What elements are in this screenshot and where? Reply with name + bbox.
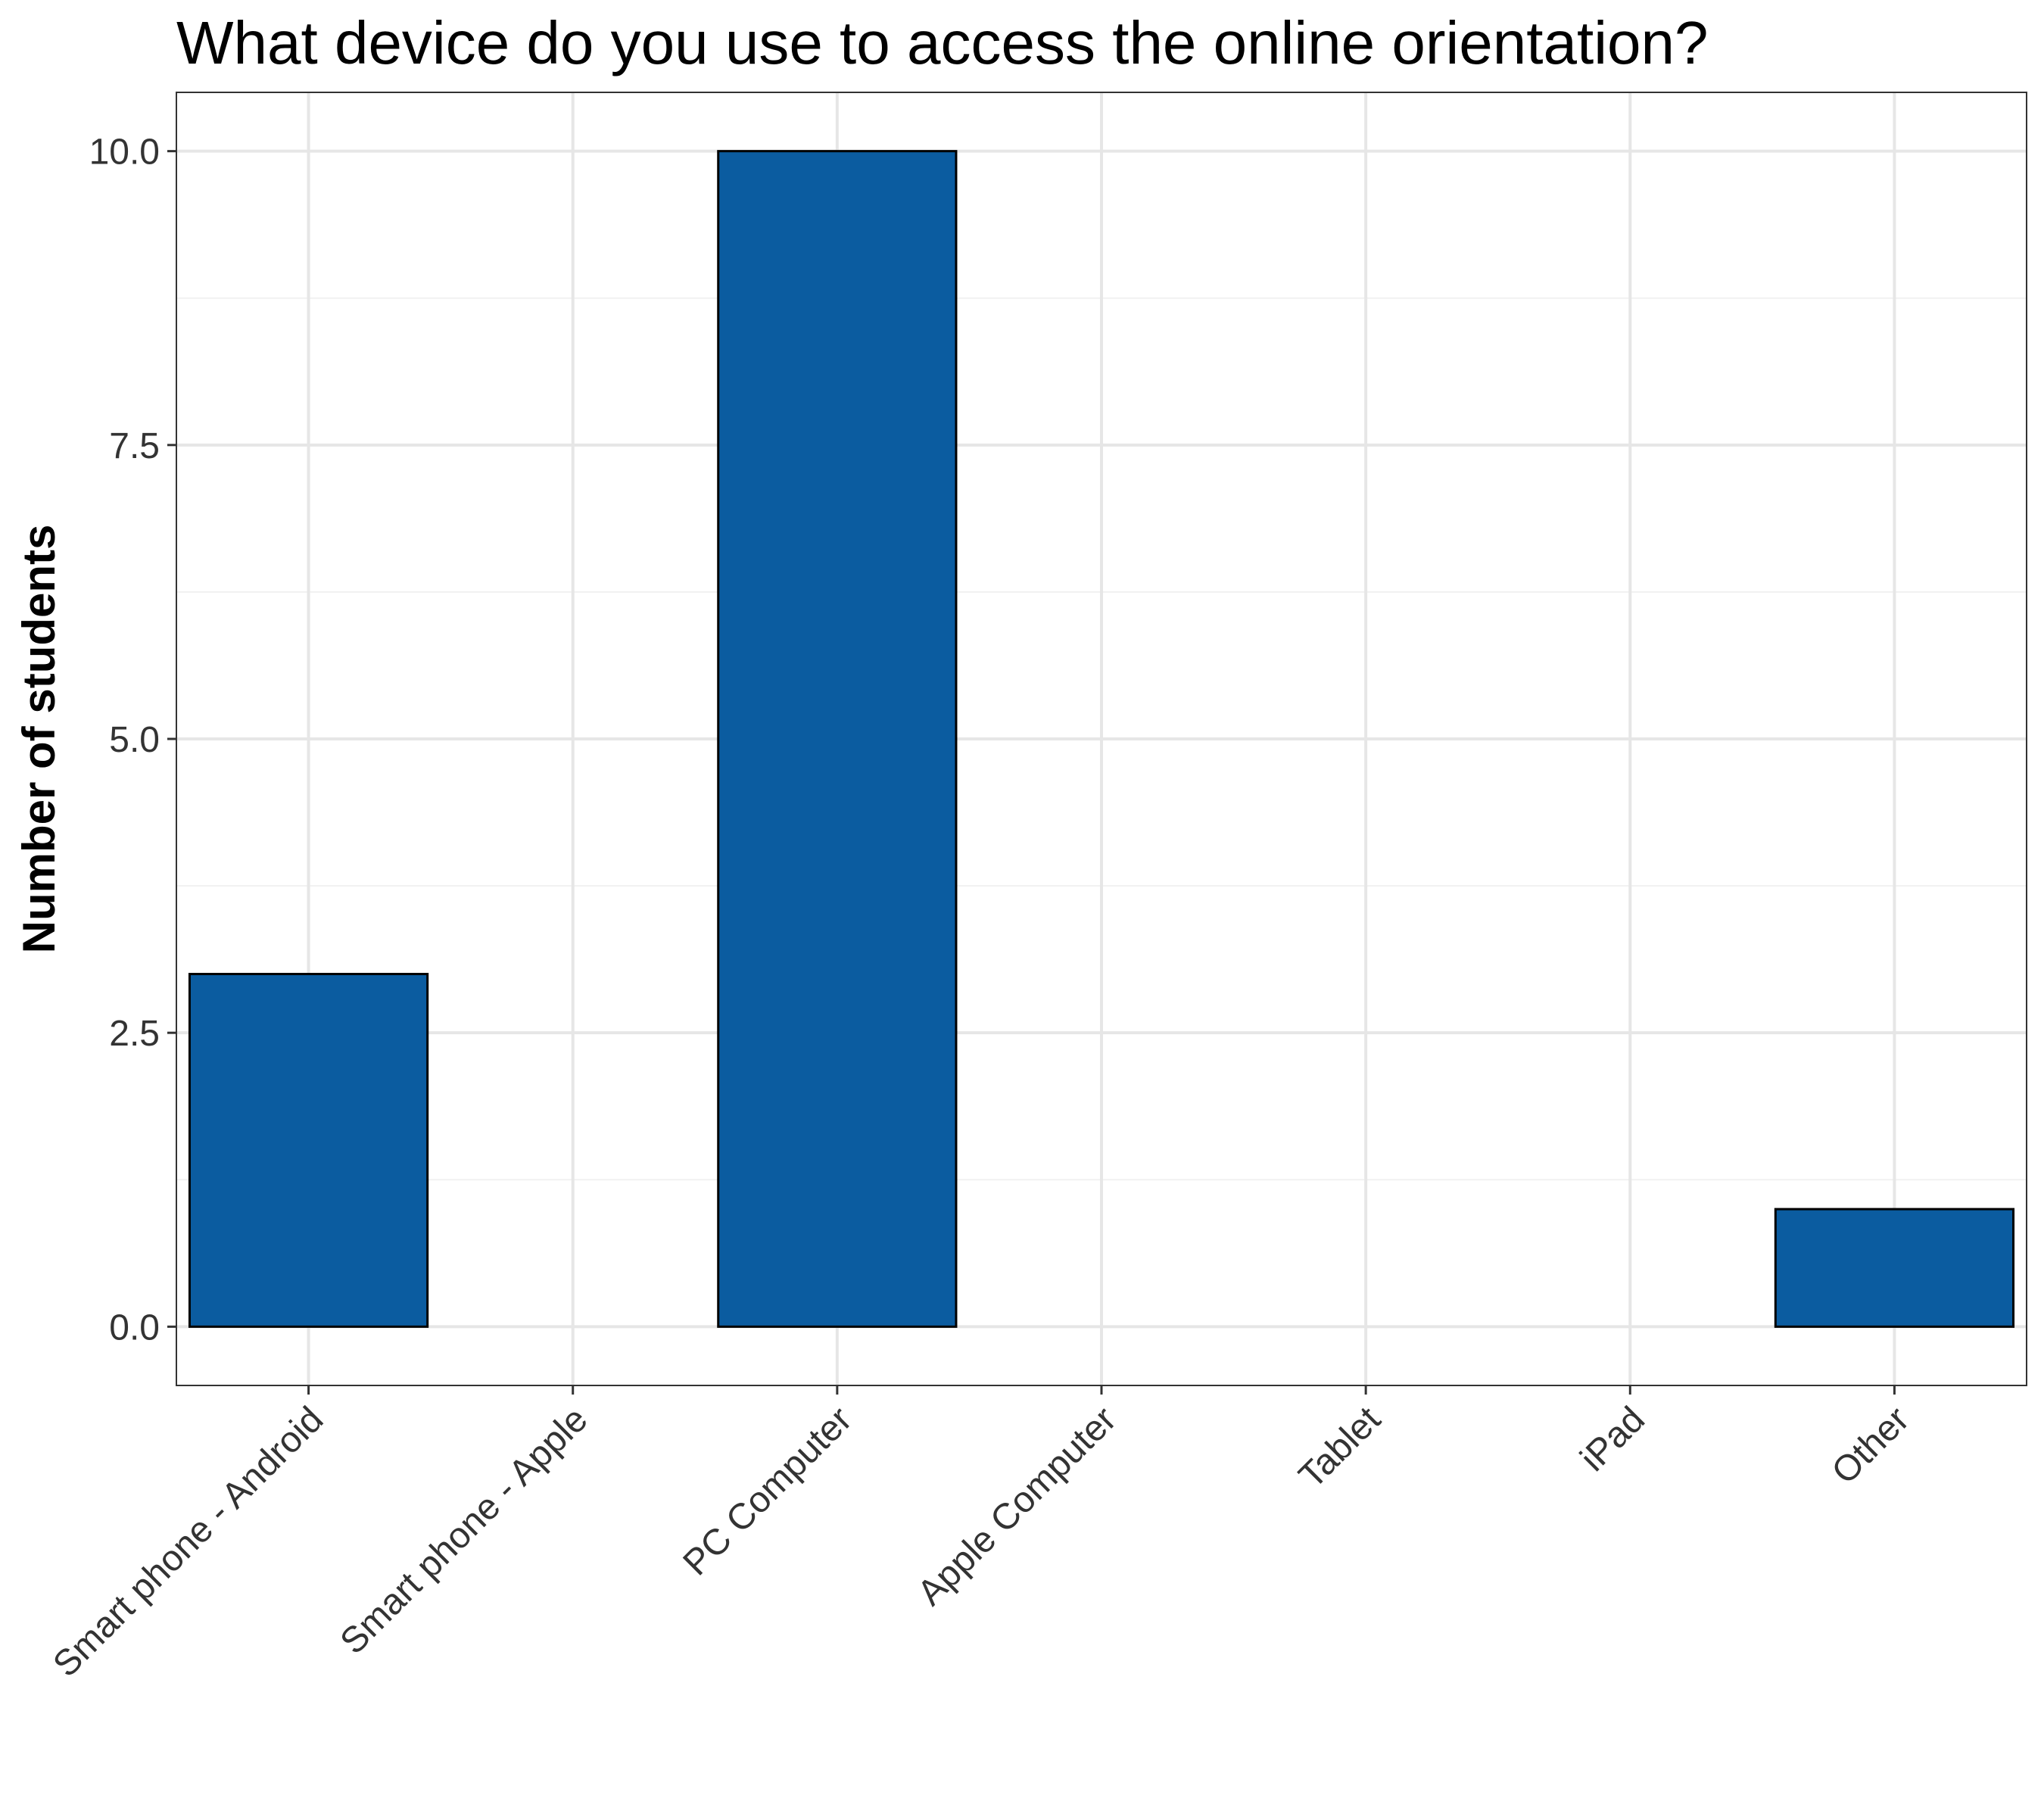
x-tick-label: iPad (1573, 1399, 1653, 1479)
bars (188, 150, 2015, 1328)
x-tick-label: Smart phone - Apple (333, 1399, 596, 1662)
x-axis-ticks: Smart phone - Android Smart phone - Apple… (45, 1385, 1917, 1685)
y-tick-label: 2.5 (109, 1014, 160, 1054)
y-tick-label: 5.0 (109, 720, 160, 760)
x-tick-label: Smart phone - Android (45, 1399, 331, 1685)
y-tick-label: 0.0 (109, 1307, 160, 1348)
x-tick-label: Tablet (1292, 1399, 1388, 1496)
bar-other (1774, 1208, 2015, 1328)
grid-lines (176, 92, 2027, 1385)
chart-title: What device do you use to access the onl… (176, 9, 1708, 76)
bar-pc-computer (717, 150, 958, 1328)
y-tick-label: 7.5 (109, 426, 160, 466)
y-axis-ticks: 0.0 2.5 5.0 7.5 10.0 (89, 132, 176, 1348)
y-tick-label: 10.0 (89, 132, 160, 173)
bar-smart-phone-android (188, 973, 429, 1328)
x-tick-label: Apple Computer (910, 1399, 1124, 1613)
x-tick-label: PC Computer (676, 1399, 860, 1583)
y-axis-title: Number of students (14, 525, 64, 954)
x-tick-label: Other (1824, 1399, 1917, 1491)
